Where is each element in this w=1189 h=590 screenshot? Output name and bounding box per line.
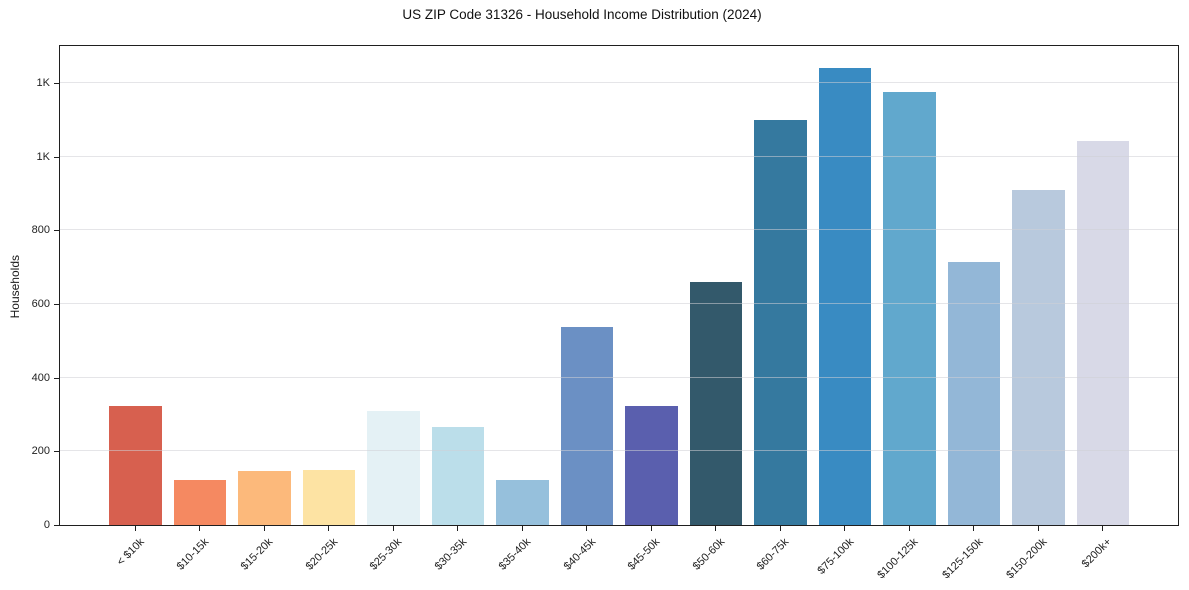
x-tick-mark	[134, 526, 136, 531]
bar-5	[431, 427, 484, 525]
y-tick-label: 400	[31, 371, 50, 384]
x-tick-mark	[650, 526, 652, 531]
x-tick-label: $15-20k	[239, 536, 276, 573]
x-tick-mark	[908, 526, 910, 531]
x-tick-label: $30-35k	[432, 536, 470, 573]
bar-4	[367, 410, 420, 525]
x-tick-mark	[199, 526, 201, 531]
bar-9	[689, 282, 742, 525]
x-tick-mark	[521, 526, 523, 531]
bar-10	[754, 119, 807, 525]
bar-14	[1012, 189, 1065, 525]
y-tick-label: 0	[43, 519, 50, 531]
x-tick-mark	[844, 526, 846, 531]
gridline-1000	[60, 155, 1178, 157]
bar-3	[302, 470, 355, 525]
y-tick-label: 800	[31, 224, 50, 237]
x-tick-label: $125-150k	[939, 536, 986, 582]
gridline-1200	[60, 81, 1178, 83]
y-tick-mark	[54, 525, 59, 526]
y-tick-mark	[54, 230, 59, 232]
x-tick-label: $60-75k	[755, 536, 792, 573]
gridline-200	[60, 450, 1178, 452]
x-tick-mark	[973, 526, 975, 531]
bar-8	[625, 406, 678, 525]
x-tick-label: $45-50k	[626, 536, 663, 573]
bar-0	[109, 406, 162, 525]
bar-7	[560, 327, 613, 525]
y-tick-mark	[54, 451, 59, 453]
y-tick-label: 1K	[36, 150, 50, 163]
bar-11	[818, 68, 871, 525]
chart-title: US ZIP Code 31326 - Household Income Dis…	[402, 7, 762, 22]
grid-layer	[60, 46, 1178, 525]
y-tick-label: 200	[31, 445, 50, 458]
x-tick-mark	[328, 526, 330, 531]
x-tick-label: $75-100k	[815, 536, 857, 577]
x-tick-label: < $10k	[114, 536, 147, 569]
y-tick-mark	[54, 377, 59, 379]
gridline-800	[60, 229, 1178, 231]
x-tick-label: $200k+	[1080, 536, 1115, 571]
bar-2	[238, 471, 291, 525]
x-tick-mark	[1102, 526, 1104, 531]
bar-1	[173, 480, 226, 525]
y-tick-label: 600	[31, 297, 50, 310]
bar-6	[496, 480, 549, 525]
y-tick-mark	[54, 156, 59, 158]
gridline-600	[60, 302, 1178, 304]
bars-layer	[60, 46, 1178, 525]
x-tick-label: $20-25k	[303, 536, 341, 573]
x-tick-label: $40-45k	[561, 536, 599, 573]
x-tick-mark	[263, 526, 265, 531]
x-tick-label: $100-125k	[875, 536, 921, 582]
x-tick-mark	[392, 526, 394, 531]
bar-15	[1076, 140, 1129, 525]
x-tick-mark	[586, 526, 588, 531]
x-tick-label: $35-40k	[497, 536, 534, 573]
plot-area	[59, 45, 1179, 526]
x-tick-label: $25-30k	[368, 536, 405, 573]
x-tick-mark	[1037, 526, 1039, 531]
x-tick-label: $10-15k	[174, 536, 212, 573]
x-tick-label: $150-200k	[1004, 536, 1050, 582]
y-tick-mark	[54, 82, 59, 84]
x-tick-label: $50-60k	[690, 536, 728, 573]
gridline-400	[60, 376, 1178, 378]
bar-13	[947, 262, 1000, 525]
y-tick-label: 1K	[36, 76, 50, 89]
bar-12	[883, 92, 936, 525]
y-tick-mark	[54, 303, 59, 305]
x-tick-mark	[715, 526, 717, 531]
x-tick-mark	[457, 526, 459, 531]
x-tick-mark	[779, 526, 781, 531]
